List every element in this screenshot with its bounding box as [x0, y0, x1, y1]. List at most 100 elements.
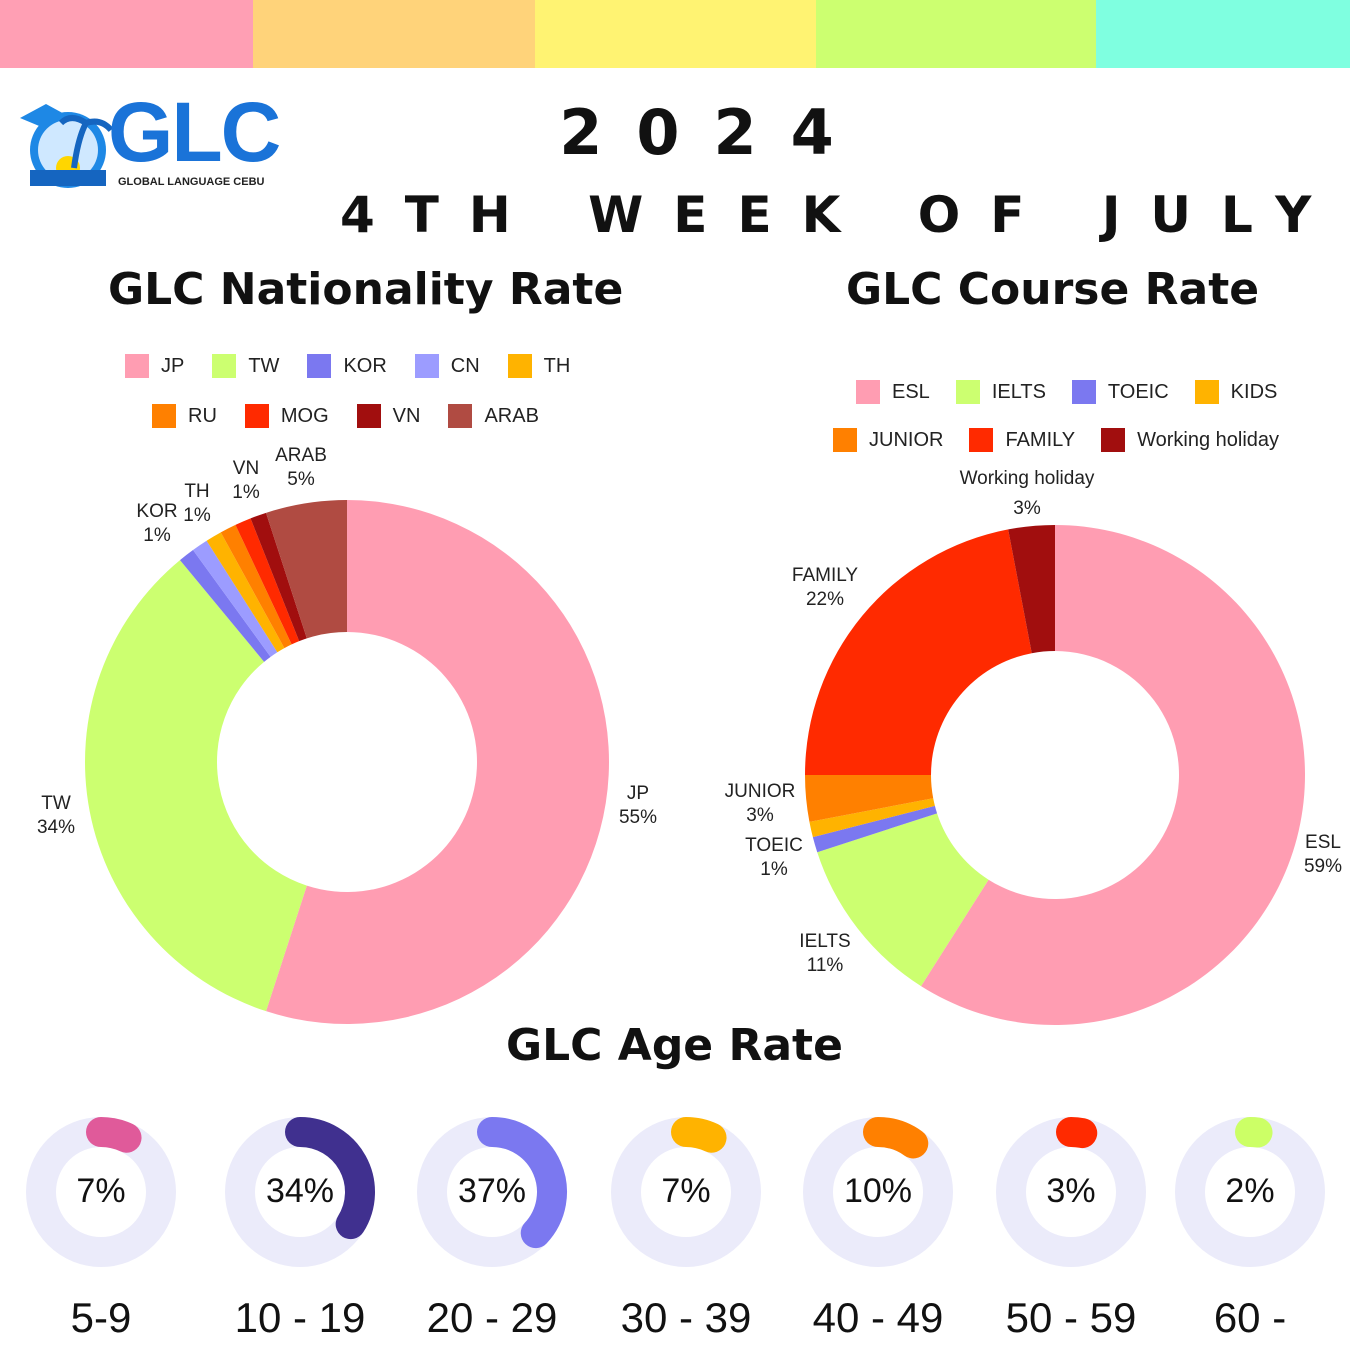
label-name: TOEIC	[745, 835, 803, 856]
label-value: 11%	[806, 955, 844, 976]
legend-kids: KIDS	[1194, 380, 1278, 404]
legend-label: KIDS	[1230, 380, 1278, 403]
label-name: VN	[232, 458, 260, 479]
label-value: 1%	[183, 505, 211, 526]
label-value: 55%	[618, 807, 658, 828]
age-ring-value-0	[86, 1117, 142, 1153]
label-value: 1%	[143, 525, 171, 546]
label-toeic: TOEIC 1%	[738, 834, 810, 882]
label-tw: TW 34%	[26, 792, 86, 840]
legend-arab: ARAB	[448, 404, 539, 428]
year-title: 2024	[559, 96, 868, 169]
nationality-slice-mog	[235, 518, 300, 645]
course-slice-ielts	[817, 813, 989, 987]
label-jp: JP 55%	[608, 782, 668, 830]
label-value: 1%	[760, 859, 788, 880]
label-value: 3%	[1013, 498, 1041, 519]
legend-label: JUNIOR	[869, 428, 944, 451]
label-name: ARAB	[275, 445, 327, 466]
label-value: 22%	[805, 589, 845, 610]
legend-cn: CN	[414, 354, 480, 378]
legend-tw: TW	[212, 354, 279, 378]
course-title: GLC Course Rate	[846, 264, 1260, 315]
nationality-slice-tw	[85, 560, 307, 1012]
label-kor: KOR 1%	[134, 500, 180, 548]
top-color-bar-3	[535, 0, 816, 68]
top-color-bar-1	[0, 0, 253, 68]
age-ring-value-2	[477, 1117, 567, 1249]
legend-label: MOG	[280, 404, 329, 427]
logo-globe-icon	[20, 104, 114, 188]
label-vn: VN 1%	[226, 457, 266, 505]
legend-label: Working holiday	[1137, 428, 1280, 451]
label-name: TW	[41, 793, 71, 814]
course-slice-esl	[921, 525, 1305, 1025]
age-percent-label: 2%	[1225, 1172, 1275, 1210]
legend-family: FAMILY	[969, 428, 1075, 452]
legend-ru: RU	[152, 404, 217, 428]
age-range-label: 50 - 59	[1005, 1294, 1137, 1341]
nationality-legend-row-1: JP TW KOR CN TH	[125, 354, 570, 378]
age-range-label: 40 - 49	[812, 1294, 944, 1341]
legend-toeic: TOEIC	[1071, 380, 1169, 404]
age-ring-value-5	[1056, 1116, 1098, 1149]
legend-junior: JUNIOR	[833, 428, 943, 452]
legend-mog: MOG	[244, 404, 329, 428]
course-slice-family	[805, 529, 1032, 775]
age-range-label: 60 -	[1213, 1294, 1287, 1341]
legend-esl: ESL	[856, 380, 930, 404]
top-color-bar-5	[1096, 0, 1350, 68]
age-percent-label: 7%	[76, 1172, 126, 1210]
nationality-title: GLC Nationality Rate	[108, 264, 624, 315]
nationality-slice-cn	[193, 540, 278, 657]
top-color-bar-4	[816, 0, 1096, 68]
label-value: 5%	[287, 469, 315, 490]
nationality-slice-kor	[179, 550, 271, 662]
label-name: ESL	[1305, 832, 1341, 853]
age-percent-label: 3%	[1046, 1172, 1096, 1210]
legend-label: VN	[392, 404, 421, 427]
age-percent-label: 37%	[457, 1172, 527, 1210]
legend-label: ARAB	[484, 404, 539, 427]
legend-label: ESL	[892, 380, 930, 403]
legend-label: FAMILY	[1005, 428, 1076, 451]
age-percent-label: 10%	[843, 1172, 913, 1210]
legend-label: TH	[543, 354, 571, 377]
age-range-label: 5-9	[70, 1294, 132, 1341]
age-title: GLC Age Rate	[506, 1020, 843, 1071]
age-percent-label: 7%	[661, 1172, 711, 1210]
nationality-slice-jp	[266, 500, 610, 1025]
course-slice-working-holiday	[1008, 525, 1055, 654]
legend-vn: VN	[356, 404, 421, 428]
nationality-legend-row-2: RU MOG VN ARAB	[152, 404, 539, 428]
nationality-slice-vn	[250, 512, 307, 642]
age-ring-value-1	[285, 1117, 375, 1240]
age-ring-value-4	[863, 1117, 929, 1159]
label-value: 59%	[1303, 856, 1343, 877]
nationality-slice-ru	[220, 524, 292, 649]
logo-subtitle: GLOBAL LANGUAGE CEBU	[118, 176, 265, 188]
label-value: 1%	[232, 482, 260, 503]
legend-label: TW	[248, 354, 280, 377]
nationality-slice-th	[206, 532, 285, 653]
label-name: KOR	[136, 501, 178, 522]
label-name: Working holiday	[959, 468, 1095, 489]
label-arab: ARAB 5%	[272, 444, 330, 492]
label-name: JUNIOR	[724, 781, 796, 802]
age-range-label: 20 - 29	[426, 1294, 558, 1341]
age-range-label: 10 - 19	[234, 1294, 366, 1341]
legend-label: KOR	[343, 354, 387, 377]
legend-kor: KOR	[307, 354, 387, 378]
legend-ielts: IELTS	[955, 380, 1046, 404]
age-percent-label: 34%	[265, 1172, 335, 1210]
age-range-label: 30 - 39	[620, 1294, 752, 1341]
label-family: FAMILY 22%	[780, 564, 870, 612]
nationality-slice-arab	[266, 500, 347, 639]
legend-label: TOEIC	[1107, 380, 1169, 403]
course-slice-kids	[809, 798, 935, 838]
logo-text: GLC	[108, 85, 281, 179]
label-th: TH 1%	[183, 480, 211, 528]
label-name: TH	[184, 481, 210, 502]
legend-label: JP	[161, 354, 185, 377]
label-name: FAMILY	[791, 565, 859, 586]
